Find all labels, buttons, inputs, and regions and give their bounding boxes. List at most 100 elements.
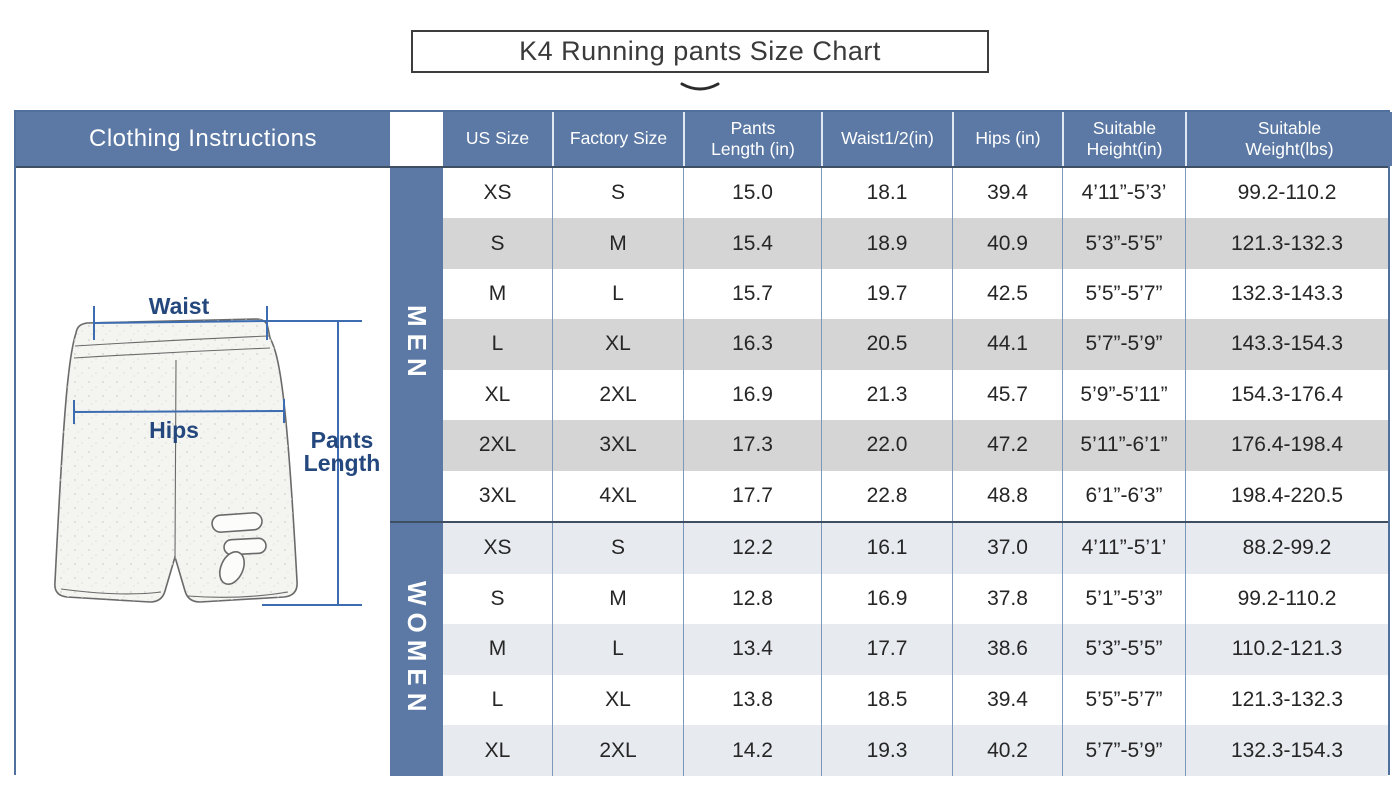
table-cell: L (552, 268, 683, 320)
table-row: XS S 12.2 16.1 37.0 4’11”-5’1’ 88.2-99.2 (443, 523, 1388, 574)
table-cell: 5’7”-5’9” (1062, 319, 1185, 370)
table-cell: 14.2 (683, 725, 821, 776)
table-cell: 18.5 (821, 674, 952, 726)
table-body: Waist Hips Pants Length MEN WOMEN XS S 15.… (16, 168, 1388, 776)
shorts-logo (211, 512, 267, 585)
table-cell: 176.4-198.4 (1185, 420, 1388, 471)
table-cell: 37.0 (952, 523, 1062, 574)
table-cell: 4’11”-5’1’ (1062, 523, 1185, 574)
table-cell: 42.5 (952, 268, 1062, 320)
table-cell: 39.4 (952, 168, 1062, 219)
table-cell: 19.3 (821, 725, 952, 776)
table-cell: 6’1”-6’3” (1062, 470, 1185, 521)
table-row: S M 15.4 18.9 40.9 5’3”-5’5” 121.3-132.3 (443, 218, 1388, 269)
table-cell: XL (552, 319, 683, 370)
table-cell: 154.3-176.4 (1185, 369, 1388, 421)
table-row: M L 15.7 19.7 42.5 5’5”-5’7” 132.3-143.3 (443, 268, 1388, 320)
table-cell: 3XL (478, 483, 517, 507)
table-cell: 121.3-132.3 (1185, 674, 1388, 726)
table-cell: XL (484, 738, 511, 762)
title-box: K4 Running pants Size Chart (411, 30, 989, 73)
table-cell: 39.4 (952, 674, 1062, 726)
table-cell: 40.2 (952, 725, 1062, 776)
table-cell: 3XL (552, 420, 683, 471)
measurement-lines (73, 306, 362, 606)
table-cell: 47.2 (952, 420, 1062, 471)
table-cell: 17.7 (683, 470, 821, 521)
table-cell: 99.2-110.2 (1185, 573, 1388, 625)
table-cell: 88.2-99.2 (1185, 523, 1388, 574)
table-cell: 13.8 (683, 674, 821, 726)
table-cell: 16.1 (821, 523, 952, 574)
column-header: US Size (443, 112, 552, 166)
table-header-row: Clothing Instructions US Size Factory Siz… (16, 112, 1392, 168)
table-cell: 37.8 (952, 573, 1062, 625)
pants-length-label-line1: Pants (311, 427, 374, 453)
table-cell: 15.7 (683, 268, 821, 320)
page-title: K4 Running pants Size Chart (519, 36, 881, 66)
table-cell: 16.9 (821, 573, 952, 625)
table-cell: 2XL (478, 433, 517, 457)
table-cell: 121.3-132.3 (1185, 218, 1388, 269)
table-cell: XS (483, 181, 512, 205)
table-cell: XL (552, 674, 683, 726)
women-rows: XS S 12.2 16.1 37.0 4’11”-5’1’ 88.2-99.2 S M 12.8… (443, 521, 1388, 776)
table-cell: 17.3 (683, 420, 821, 471)
table-cell: 12.8 (683, 573, 821, 625)
table-cell: 143.3-154.3 (1185, 319, 1388, 370)
table-cell: 5’1”-5’3” (1062, 573, 1185, 625)
table-cell: S (552, 523, 683, 574)
shorts-drawing (54, 318, 298, 603)
table-cell: 99.2-110.2 (1185, 168, 1388, 219)
clothing-instructions-label: Clothing Instructions (89, 125, 317, 152)
table-cell: S (490, 231, 505, 255)
men-rows: XS S 15.0 18.1 39.4 4’11”-5’3’ 99.2-110.2 S M 15.… (443, 168, 1388, 521)
table-cell: 20.5 (821, 319, 952, 370)
table-cell: 2XL (552, 369, 683, 421)
table-cell: 5’5”-5’7” (1062, 674, 1185, 726)
table-row: 2XL 3XL 17.3 22.0 47.2 5’11”-6’1” 176.4-198.4 (443, 420, 1388, 471)
table-cell: 12.2 (683, 523, 821, 574)
table-cell: XS (483, 536, 512, 560)
table-cell: 22.0 (821, 420, 952, 471)
women-section-label: WOMEN (390, 521, 443, 776)
table-row: XS S 15.0 18.1 39.4 4’11”-5’3’ 99.2-110.2 (443, 168, 1388, 219)
data-grid: XS S 15.0 18.1 39.4 4’11”-5’3’ 99.2-110.2 S M 15.… (443, 168, 1388, 776)
table-row: L XL 16.3 20.5 44.1 5’7”-5’9” 143.3-154.3 (443, 319, 1388, 370)
table-cell: S (552, 168, 683, 219)
table-cell: XL (484, 382, 511, 406)
shorts-measurement-diagram: Waist Hips Pants Length (54, 293, 381, 606)
table-cell: 44.1 (952, 319, 1062, 370)
table-row: S M 12.8 16.9 37.8 5’1”-5’3” 99.2-110.2 (443, 573, 1388, 625)
column-header: Pants Length (in) (683, 112, 821, 166)
table-cell: 5’3”-5’5” (1062, 624, 1185, 675)
header-gap (390, 112, 443, 166)
column-header: Waist1/2(in) (821, 112, 952, 166)
table-row: XL 2XL 14.2 19.3 40.2 5’7”-5’9” 132.3-154.3 (443, 725, 1388, 776)
men-section-label: MEN (390, 168, 443, 521)
table-cell: 132.3-143.3 (1185, 268, 1388, 320)
table-cell: 18.1 (821, 168, 952, 219)
pants-length-label-line2: Length (304, 450, 381, 476)
table-cell: 45.7 (952, 369, 1062, 421)
table-cell: 40.9 (952, 218, 1062, 269)
table-cell: M (488, 282, 507, 306)
gender-strip: MEN WOMEN (390, 168, 443, 776)
table-row: M L 13.4 17.7 38.6 5’3”-5’5” 110.2-121.3 (443, 624, 1388, 675)
table-cell: 48.8 (952, 470, 1062, 521)
clothing-instructions-header: Clothing Instructions (16, 112, 390, 166)
size-chart-table: Clothing Instructions US Size Factory Siz… (14, 110, 1392, 776)
table-cell: 4XL (552, 470, 683, 521)
table-cell: 2XL (552, 725, 683, 776)
table-row: 3XL 4XL 17.7 22.8 48.8 6’1”-6’3” 198.4-220.5 (443, 470, 1388, 521)
table-cell: M (552, 573, 683, 625)
table-row: XL 2XL 16.9 21.3 45.7 5’9”-5’11” 154.3-176.4 (443, 369, 1388, 421)
table-cell: L (491, 332, 504, 356)
table-cell: 4’11”-5’3’ (1062, 168, 1185, 219)
hips-label: Hips (149, 417, 199, 443)
table-cell: 16.9 (683, 369, 821, 421)
table-cell: L (552, 624, 683, 675)
table-cell: 19.7 (821, 268, 952, 320)
table-cell: 5’9”-5’11” (1062, 369, 1185, 421)
